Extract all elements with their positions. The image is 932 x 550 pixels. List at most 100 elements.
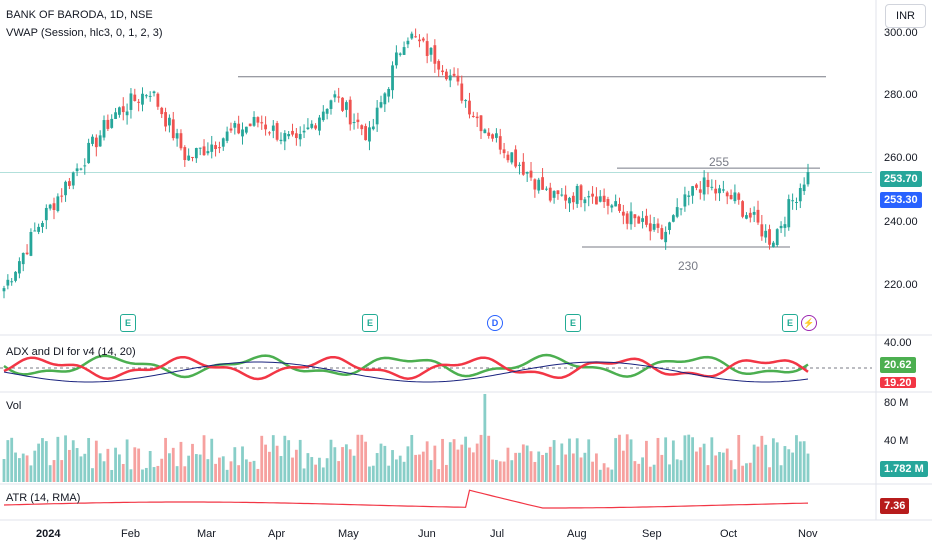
candle-body	[83, 165, 87, 167]
volume-bar	[187, 455, 191, 482]
volume-bar	[660, 454, 664, 482]
volume-bar	[79, 456, 83, 482]
volume-bar	[502, 461, 506, 482]
volume-bar	[441, 438, 444, 482]
candle-body	[733, 192, 737, 202]
volume-bar	[675, 459, 679, 482]
candle-body	[398, 53, 402, 55]
candle-body	[406, 40, 410, 45]
volume-bar	[787, 449, 791, 482]
candle-body	[648, 223, 652, 232]
volume-bar	[352, 455, 356, 482]
candle-body	[271, 125, 275, 131]
candle-body	[633, 214, 637, 219]
candle-body	[275, 123, 279, 140]
volume-bar	[371, 465, 375, 482]
candle-body	[10, 281, 14, 283]
volume-bar	[168, 453, 171, 482]
earnings-icon[interactable]: E	[782, 314, 798, 332]
candle-body	[748, 212, 752, 218]
candle-body	[798, 188, 802, 202]
candle-body	[487, 132, 491, 136]
volume-bar	[75, 448, 79, 482]
dividend-icon[interactable]: D	[487, 315, 503, 331]
candle-body	[491, 134, 494, 139]
candle-body	[33, 230, 37, 232]
candle-body	[37, 226, 41, 232]
candle-body	[287, 134, 291, 137]
candle-body	[133, 94, 137, 101]
volume-bar	[275, 445, 279, 482]
volume-bar	[41, 438, 44, 482]
time-label: Jun	[418, 528, 436, 540]
adx-indicator-label[interactable]: ADX and DI for v4 (14, 20)	[6, 346, 136, 358]
volume-bar	[271, 435, 275, 482]
resistance-level-label: 255	[709, 155, 730, 169]
volume-bar	[294, 449, 298, 482]
volume-bar	[125, 439, 129, 482]
earnings-icon[interactable]: E	[362, 314, 378, 332]
volume-bar	[368, 466, 371, 482]
currency-button[interactable]: INR	[885, 4, 926, 28]
volume-bar	[137, 448, 141, 482]
candle-body	[221, 138, 225, 147]
volume-bar	[610, 469, 614, 482]
symbol-title[interactable]: BANK OF BARODA, 1D, NSE	[6, 9, 153, 21]
candle-body	[321, 111, 325, 121]
volume-bar	[402, 461, 406, 482]
volume-bar	[641, 457, 644, 482]
volume-bar	[414, 454, 418, 482]
vwap-indicator-label[interactable]: VWAP (Session, hlc3, 0, 1, 2, 3)	[6, 27, 163, 39]
volume-bar	[495, 459, 498, 482]
time-label: Oct	[720, 528, 738, 540]
volume-bar	[533, 461, 537, 482]
volume-bar	[98, 453, 102, 482]
volume-bar	[206, 459, 210, 482]
candle-body	[691, 186, 694, 196]
time-label: May	[338, 528, 359, 540]
candle-body	[752, 211, 756, 215]
volume-bar	[210, 438, 214, 482]
atr-indicator-label[interactable]: ATR (14, RMA)	[6, 492, 81, 504]
volume-bar	[252, 460, 256, 482]
candle-body	[125, 111, 129, 116]
volume-bar	[160, 458, 164, 482]
volume-bar	[579, 457, 583, 482]
candle-body	[121, 106, 125, 113]
earnings-icon[interactable]: E	[120, 314, 136, 332]
volume-bar	[745, 463, 748, 482]
volume-bar	[598, 469, 602, 482]
volume-bar	[791, 452, 795, 482]
candle-body	[787, 199, 791, 228]
candle-body	[568, 197, 571, 204]
candle-body	[375, 107, 379, 125]
candle-body	[394, 52, 398, 66]
split-icon[interactable]: ⚡	[801, 315, 817, 331]
volume-bar	[287, 440, 291, 482]
time-label: Nov	[798, 528, 818, 540]
volume-bar	[714, 455, 718, 482]
candle-body	[583, 199, 587, 204]
volume-bar	[556, 465, 560, 482]
candle-body	[464, 100, 468, 102]
volume-bar	[483, 394, 487, 482]
candle-body	[206, 151, 210, 154]
volume-bar	[83, 453, 87, 482]
candle-body	[714, 188, 718, 194]
di-minus-line	[3, 355, 809, 381]
volume-bar	[106, 448, 110, 482]
time-label: Sep	[642, 528, 662, 540]
volume-bar	[683, 435, 687, 482]
volume-bar	[691, 437, 694, 482]
candle-body	[564, 194, 568, 201]
candle-body	[191, 156, 194, 158]
candle-body	[483, 129, 487, 134]
earnings-icon[interactable]: E	[565, 314, 581, 332]
volume-bar	[587, 439, 591, 482]
candle-body	[806, 172, 810, 185]
candle-body	[529, 170, 533, 178]
volume-label[interactable]: Vol	[6, 400, 22, 412]
volume-bar	[260, 435, 264, 482]
volume-bar	[621, 450, 625, 482]
